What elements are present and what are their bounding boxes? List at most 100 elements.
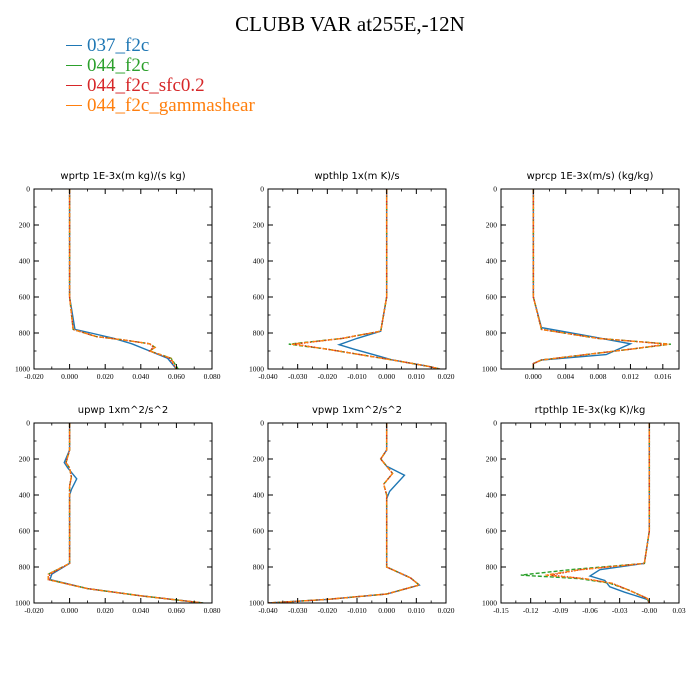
x-tick-label: 0.080	[204, 372, 221, 381]
series-line	[291, 189, 441, 369]
x-tick-label: 0.020	[438, 606, 455, 615]
y-tick-label: 1000	[482, 365, 497, 374]
x-tick-label: -0.020	[24, 372, 44, 381]
x-tick-label: 0.000	[378, 372, 395, 381]
y-tick-label: 0	[493, 185, 497, 194]
figure-title: CLUBB VAR at255E,-12N	[235, 12, 465, 36]
series-line	[47, 423, 204, 603]
y-tick-label: 800	[19, 329, 31, 338]
series-line	[268, 423, 421, 603]
x-tick-label: -0.020	[318, 606, 338, 615]
x-tick-label: -0.030	[288, 606, 308, 615]
y-tick-label: 400	[19, 491, 31, 500]
y-tick-label: 400	[253, 257, 265, 266]
series-line	[68, 189, 178, 369]
legend-entry-037-f2c: 037_f2c	[66, 36, 255, 56]
series-line	[47, 423, 204, 603]
y-tick-label: 200	[19, 221, 31, 230]
x-tick-label: -0.010	[347, 606, 367, 615]
plot-frame	[267, 188, 447, 370]
series-line	[294, 189, 441, 369]
series-line	[47, 423, 204, 603]
x-tick-label: 0.012	[622, 372, 639, 381]
y-tick-label: 600	[486, 527, 498, 536]
legend-entry-044-f2c-sfc0.2: 044_f2c_sfc0.2	[66, 76, 255, 96]
x-tick-label: -0.010	[347, 372, 367, 381]
legend-line-044-f2c-sfc0.2	[66, 85, 82, 87]
panel-5: vpwp 1xm^2/s^2 0 200 400 600 800 1000-0.040 -0.…	[249, 405, 455, 615]
y-tick-label: 600	[253, 527, 265, 536]
series-line	[268, 423, 421, 603]
series-line	[49, 423, 204, 603]
panel-title: wprcp 1E-3x(m/s) (kg/kg)	[527, 171, 654, 182]
legend-line-037-f2c	[66, 45, 82, 47]
x-tick-label: -0.03	[612, 606, 628, 615]
y-tick-label: 200	[253, 221, 265, 230]
legend-label: 044_f2c_sfc0.2	[87, 75, 205, 96]
y-tick-label: 1000	[249, 599, 264, 608]
series-line	[532, 189, 670, 369]
x-tick-label: 0.000	[378, 606, 395, 615]
panel-title: upwp 1xm^2/s^2	[78, 405, 168, 416]
legend-label: 044_f2c_gammashear	[87, 95, 255, 116]
y-tick-label: 800	[253, 329, 265, 338]
y-tick-label: 1000	[15, 599, 30, 608]
panel-1: wprtp 1E-3x(m kg)/(s kg) 0 200 400 600 800 100…	[15, 171, 221, 381]
x-tick-label: 0.000	[61, 372, 78, 381]
legend-entry-044-f2c-gammashear: 044_f2c_gammashear	[66, 96, 255, 116]
x-tick-label: -0.040	[258, 606, 278, 615]
y-tick-label: 600	[486, 293, 498, 302]
x-tick-label: 0.040	[132, 606, 149, 615]
x-tick-label: -0.09	[553, 606, 569, 615]
legend-label: 037_f2c	[87, 35, 150, 56]
x-tick-label: 0.000	[61, 606, 78, 615]
panel-4: upwp 1xm^2/s^2 0 200 400 600 800 1000-0.020 0.0…	[15, 405, 221, 615]
y-tick-label: 600	[19, 527, 31, 536]
legend-line-044-f2c-gammashear	[66, 105, 82, 107]
x-tick-label: 0.060	[168, 606, 185, 615]
y-tick-label: 800	[19, 563, 31, 572]
series-line	[268, 423, 421, 603]
y-tick-label: 200	[486, 455, 498, 464]
legend-label: 044_f2c	[87, 55, 150, 76]
series-line	[532, 189, 633, 369]
y-tick-label: 0	[493, 419, 497, 428]
series-line	[588, 423, 651, 603]
x-tick-label: 0.060	[168, 372, 185, 381]
x-tick-label: 0.080	[204, 606, 221, 615]
plot-frame	[33, 422, 213, 604]
panel-title: vpwp 1xm^2/s^2	[312, 405, 402, 416]
y-tick-label: 0	[260, 419, 264, 428]
x-tick-label: 0.020	[97, 372, 114, 381]
y-tick-label: 0	[260, 185, 264, 194]
x-tick-label: -0.020	[24, 606, 44, 615]
y-tick-label: 200	[253, 455, 265, 464]
x-tick-label: -0.020	[318, 372, 338, 381]
x-tick-label: 0.010	[408, 606, 425, 615]
x-tick-label: 0.040	[132, 372, 149, 381]
series-line	[520, 423, 651, 603]
x-tick-label: 0.020	[438, 372, 455, 381]
x-tick-label: 0.020	[97, 606, 114, 615]
x-tick-label: -0.040	[258, 372, 278, 381]
y-tick-label: 400	[486, 491, 498, 500]
x-tick-label: -0.00	[642, 606, 658, 615]
y-tick-label: 200	[486, 221, 498, 230]
x-tick-label: 0.010	[408, 372, 425, 381]
y-tick-label: 1000	[15, 365, 30, 374]
series-line	[68, 189, 177, 369]
y-tick-label: 1000	[482, 599, 497, 608]
x-tick-label: -0.12	[523, 606, 539, 615]
y-tick-label: 800	[486, 563, 498, 572]
panel-3: wprcp 1E-3x(m/s) (kg/kg) 0 200 400 600 800 100…	[482, 171, 680, 381]
y-tick-label: 600	[19, 293, 31, 302]
x-tick-label: 0.03	[672, 606, 685, 615]
y-tick-label: 200	[19, 455, 31, 464]
x-tick-label: 0.000	[525, 372, 542, 381]
y-tick-label: 400	[486, 257, 498, 266]
plot-frame	[33, 188, 213, 370]
y-tick-label: 800	[253, 563, 265, 572]
x-tick-label: 0.008	[590, 372, 607, 381]
y-tick-label: 0	[26, 419, 30, 428]
